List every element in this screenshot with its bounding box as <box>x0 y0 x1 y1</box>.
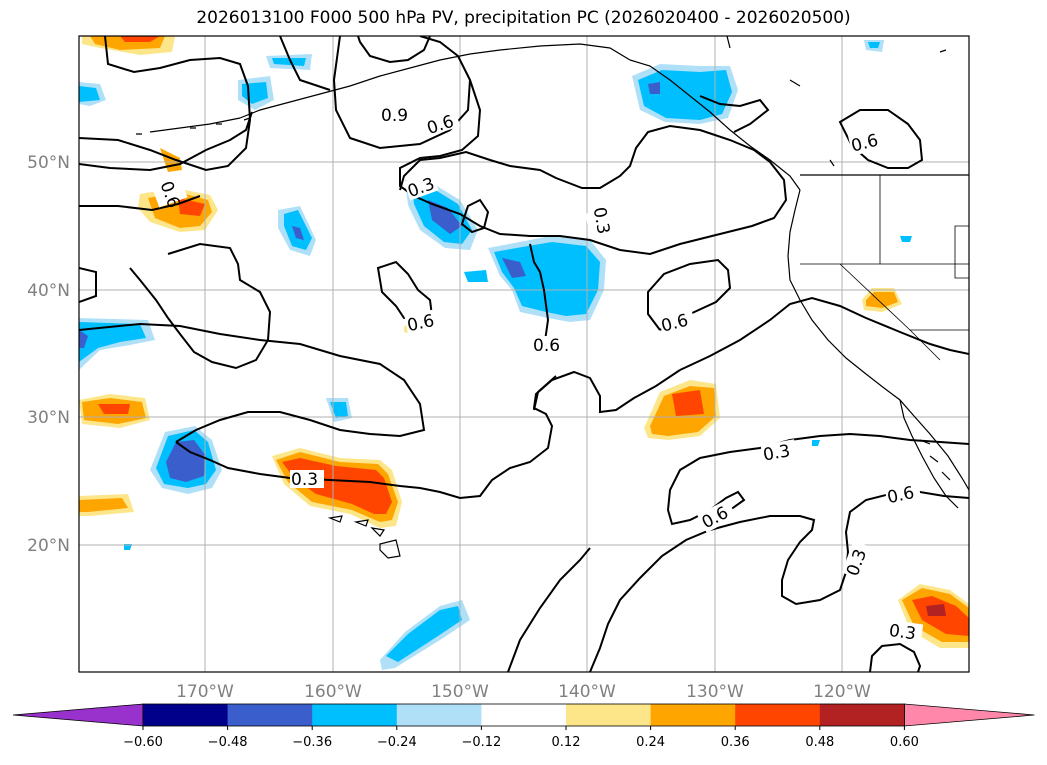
colorbar-swatch <box>143 704 229 726</box>
colorbar-tick-label: 0.48 <box>805 735 834 750</box>
colorbar-swatch <box>819 704 905 726</box>
colorbar-tick-label: −0.12 <box>461 735 501 750</box>
colorbar-extend-left <box>12 703 144 727</box>
colorbar-swatch <box>735 704 821 726</box>
lon-label: 170°W <box>176 682 234 702</box>
contour-label: 0.3 <box>762 441 792 465</box>
longitude-labels: 170°W 160°W 150°W 140°W 130°W 120°W <box>176 682 871 702</box>
contour-label: 0.3 <box>589 206 613 236</box>
contour-label: 0.3 <box>291 470 318 490</box>
colorbar-tick-label: 0.60 <box>890 735 919 750</box>
colorbar-tick-label: −0.24 <box>377 735 417 750</box>
lon-label: 120°W <box>813 682 871 702</box>
lon-label: 140°W <box>558 682 616 702</box>
colorbar-swatch <box>312 704 398 726</box>
map-title: 2026013100 F000 500 hPa PV, precipitatio… <box>196 8 851 28</box>
contour-label: 0.6 <box>533 336 560 356</box>
lat-label: 30°N <box>27 408 70 428</box>
lon-label: 150°W <box>431 682 489 702</box>
lat-label: 20°N <box>27 536 70 556</box>
colorbar: −0.60 −0.48 −0.36 −0.24 −0.12 0.12 0.24 0.36 0.4… <box>12 703 1035 750</box>
colorbar-tick-label: −0.60 <box>123 735 163 750</box>
colorbar-extend-right <box>904 703 1035 727</box>
colorbar-swatch <box>481 704 567 726</box>
colorbar-tick-label: 0.36 <box>721 735 750 750</box>
lat-label: 50°N <box>27 153 70 173</box>
contour-label: 0.9 <box>381 106 408 126</box>
lon-label: 160°W <box>304 682 362 702</box>
colorbar-tick-label: −0.36 <box>292 735 332 750</box>
coastlines <box>136 36 969 559</box>
lon-label: 130°W <box>686 682 744 702</box>
colorbar-swatch <box>650 704 736 726</box>
colorbar-tick-label: 0.24 <box>636 735 665 750</box>
latitude-labels: 50°N 40°N 30°N 20°N <box>27 153 70 556</box>
colorbar-tick-label: −0.48 <box>208 735 248 750</box>
plot-area <box>79 36 969 672</box>
colorbar-outline <box>142 703 905 727</box>
contour-label: 0.3 <box>888 621 918 645</box>
plot-frame <box>78 35 970 673</box>
colorbar-tick-label: 0.12 <box>552 735 581 750</box>
colorbar-swatch <box>566 704 652 726</box>
colorbar-swatch <box>227 704 313 726</box>
colorbar-swatch <box>396 704 482 726</box>
lat-label: 40°N <box>27 281 70 301</box>
